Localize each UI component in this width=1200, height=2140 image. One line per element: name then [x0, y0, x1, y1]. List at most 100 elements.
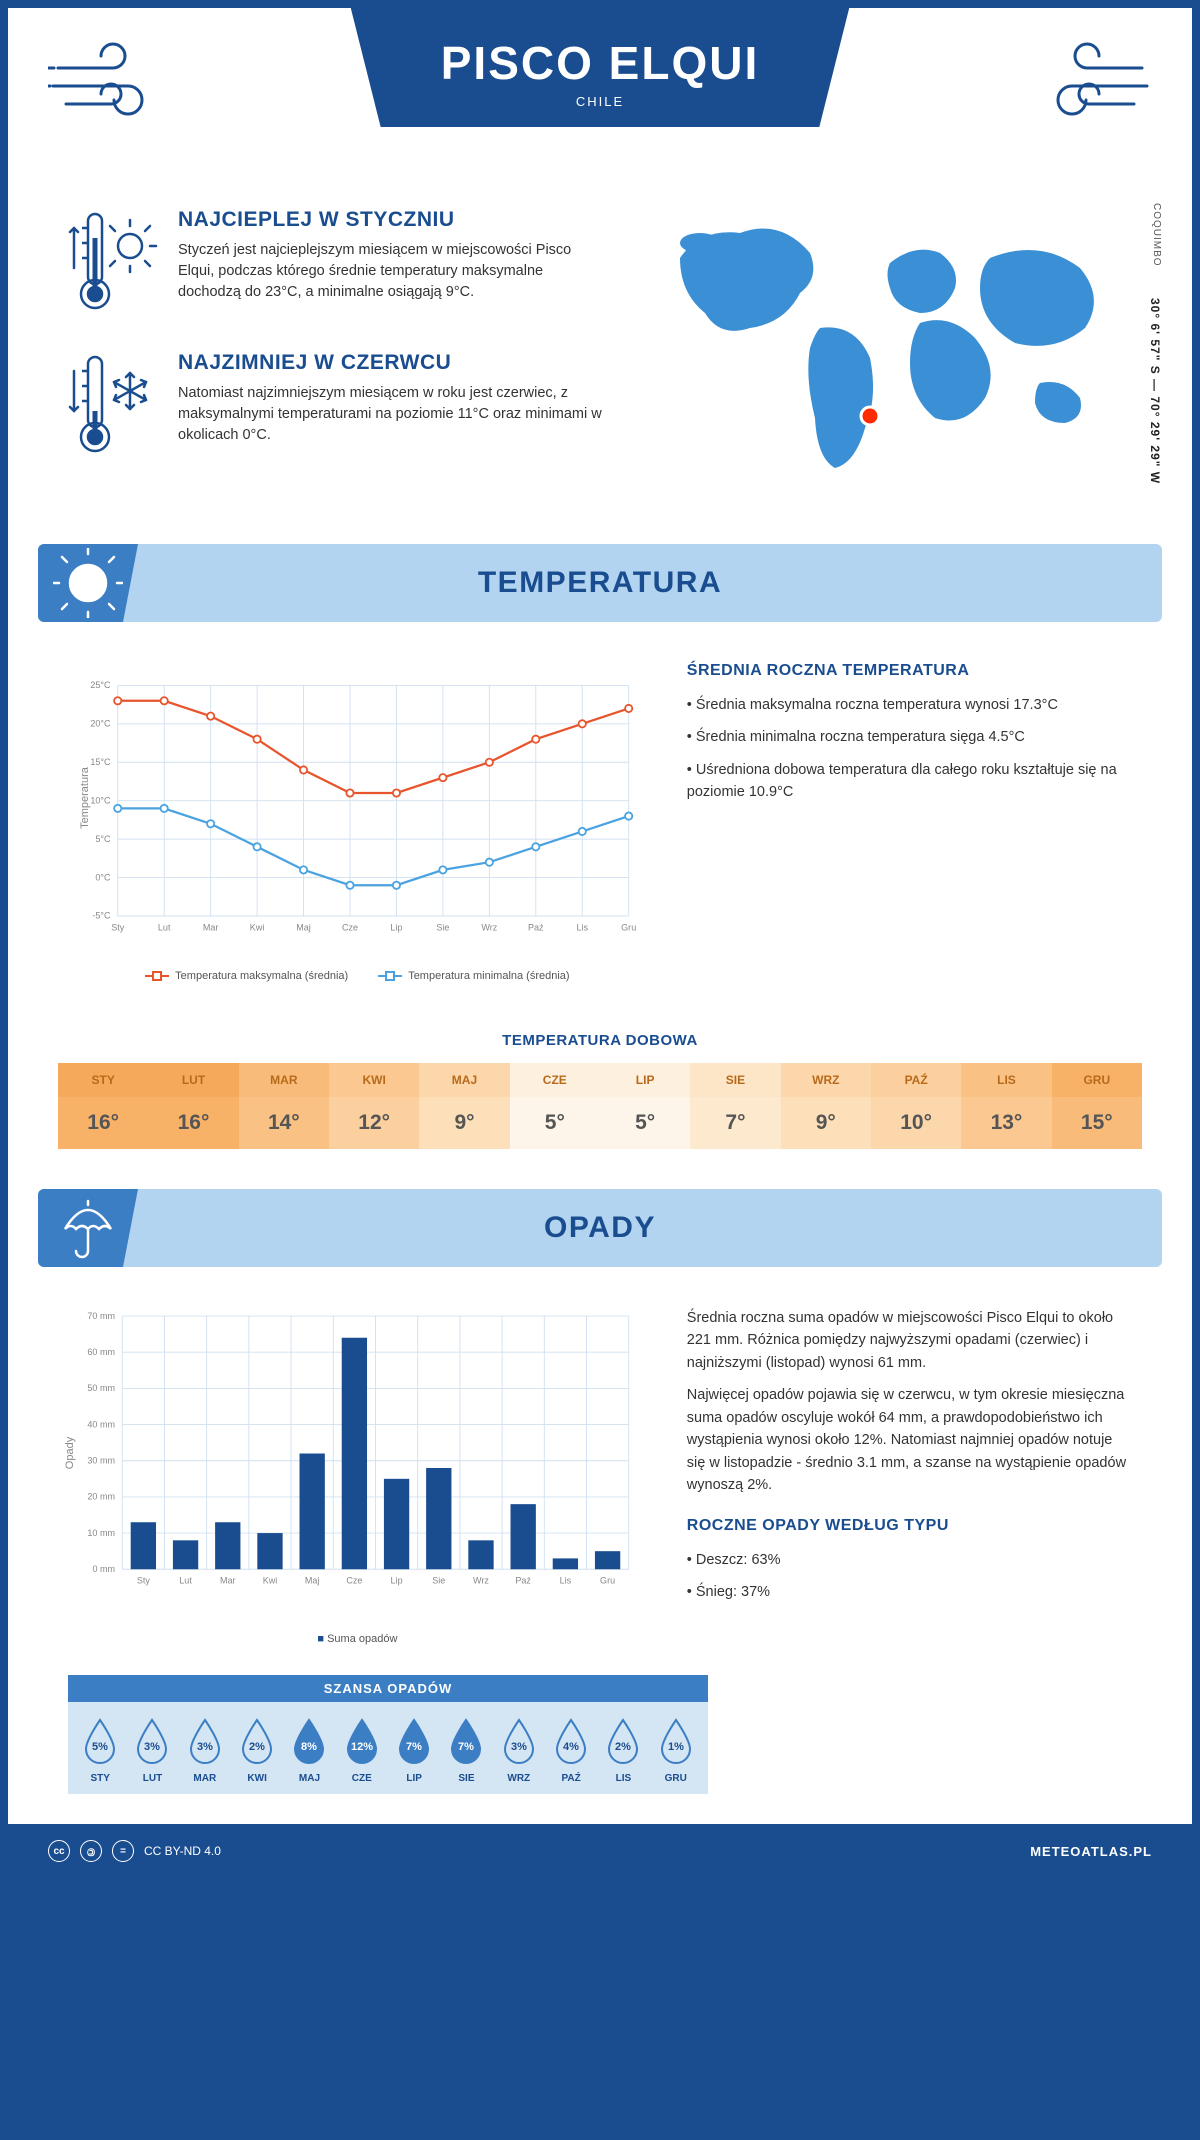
- license-text: CC BY-ND 4.0: [144, 1844, 221, 1858]
- raindrop-icon: 4%: [552, 1716, 590, 1764]
- raindrop-icon: 2%: [238, 1716, 276, 1764]
- chance-month: SIE: [440, 1773, 492, 1784]
- svg-text:40 mm: 40 mm: [87, 1419, 115, 1429]
- heat-value: 7°: [690, 1097, 780, 1149]
- temp-info-title: ŚREDNIA ROCZNA TEMPERATURA: [687, 662, 1132, 680]
- fact-warmest-title: NAJCIEPLEJ W STYCZNIU: [178, 208, 610, 232]
- daily-temp-heatmap: STY16°LUT16°MAR14°KWI12°MAJ9°CZE5°LIP5°S…: [58, 1063, 1142, 1149]
- coordinates: 30° 6' 57" S — 70° 29' 29" W: [1148, 298, 1162, 484]
- raindrop-icon: 12%: [343, 1716, 381, 1764]
- page-title: PISCO ELQUI: [441, 36, 759, 90]
- svg-text:Cze: Cze: [346, 1576, 362, 1586]
- heat-value: 16°: [58, 1097, 148, 1149]
- svg-text:Cze: Cze: [342, 922, 358, 932]
- svg-text:Sie: Sie: [436, 922, 449, 932]
- svg-text:8%: 8%: [302, 1741, 318, 1753]
- svg-text:3%: 3%: [145, 1741, 161, 1753]
- svg-text:Mar: Mar: [220, 1576, 236, 1586]
- legend-min-label: Temperatura minimalna (średnia): [408, 970, 569, 982]
- cc-icon: cc: [48, 1840, 70, 1862]
- svg-text:30 mm: 30 mm: [87, 1455, 115, 1465]
- svg-text:Sty: Sty: [137, 1576, 151, 1586]
- chance-cell: 4%PAŹ: [545, 1716, 597, 1784]
- page-subtitle: CHILE: [441, 94, 759, 109]
- fact-coldest-title: NAJZIMNIEJ W CZERWCU: [178, 351, 610, 375]
- svg-text:70 mm: 70 mm: [87, 1311, 115, 1321]
- thermometer-hot-icon: [68, 208, 158, 323]
- footer: cc 🄯 = CC BY-ND 4.0 METEOATLAS.PL: [8, 1824, 1192, 1878]
- svg-text:4%: 4%: [563, 1741, 579, 1753]
- heat-cell: CZE5°: [510, 1063, 600, 1149]
- svg-text:Kwi: Kwi: [263, 1576, 278, 1586]
- svg-text:3%: 3%: [511, 1741, 527, 1753]
- world-map: [640, 208, 1120, 478]
- chance-month: KWI: [231, 1773, 283, 1784]
- page-root: PISCO ELQUI CHILE NAJCIEPLEJ W STYCZNIU …: [0, 0, 1200, 1886]
- heat-month: STY: [58, 1063, 148, 1097]
- sun-icon: [38, 544, 138, 622]
- by-icon: 🄯: [80, 1840, 102, 1862]
- svg-text:50 mm: 50 mm: [87, 1383, 115, 1393]
- temp-ylabel: Temperatura: [79, 767, 91, 829]
- heat-month: PAŹ: [871, 1063, 961, 1097]
- svg-text:2%: 2%: [249, 1741, 265, 1753]
- precip-p2: Najwięcej opadów pojawia się w czerwcu, …: [687, 1384, 1132, 1496]
- heat-month: GRU: [1052, 1063, 1142, 1097]
- heat-value: 16°: [148, 1097, 238, 1149]
- svg-text:15°C: 15°C: [90, 757, 111, 767]
- svg-text:Maj: Maj: [305, 1576, 320, 1586]
- heat-month: SIE: [690, 1063, 780, 1097]
- precip-row: Opady 0 mm10 mm20 mm30 mm40 mm50 mm60 mm…: [8, 1287, 1192, 1655]
- temperature-banner: TEMPERATURA: [38, 544, 1162, 622]
- heat-value: 14°: [239, 1097, 329, 1149]
- title-banner: PISCO ELQUI CHILE: [351, 8, 849, 127]
- heat-month: LIS: [961, 1063, 1051, 1097]
- precip-type-item: Śnieg: 37%: [687, 1581, 1132, 1603]
- legend-max: Temperatura maksymalna (średnia): [145, 970, 348, 982]
- chance-cell: 2%LIS: [597, 1716, 649, 1784]
- precip-type-title: ROCZNE OPADY WEDŁUG TYPU: [687, 1517, 1132, 1535]
- svg-text:Maj: Maj: [296, 922, 311, 932]
- svg-text:Gru: Gru: [600, 1576, 615, 1586]
- temp-info-item: Średnia minimalna roczna temperatura się…: [687, 726, 1132, 748]
- daily-temp-title: TEMPERATURA DOBOWA: [8, 1032, 1192, 1049]
- svg-text:Lis: Lis: [560, 1576, 572, 1586]
- legend-min: Temperatura minimalna (średnia): [378, 970, 569, 982]
- heat-value: 5°: [600, 1097, 690, 1149]
- temp-info-list: Średnia maksymalna roczna temperatura wy…: [687, 694, 1132, 804]
- precip-heading: OPADY: [544, 1211, 656, 1245]
- svg-text:0 mm: 0 mm: [92, 1564, 115, 1574]
- svg-text:10°C: 10°C: [90, 795, 111, 805]
- heat-cell: PAŹ10°: [871, 1063, 961, 1149]
- chance-cell: 3%WRZ: [493, 1716, 545, 1784]
- svg-text:60 mm: 60 mm: [87, 1347, 115, 1357]
- fact-warmest-body: Styczeń jest najcieplejszym miesiącem w …: [178, 240, 610, 303]
- chance-title: SZANSA OPADÓW: [68, 1675, 708, 1702]
- precip-ylabel: Opady: [64, 1437, 76, 1469]
- thermometer-cold-icon: [68, 351, 158, 466]
- svg-text:Lut: Lut: [179, 1576, 192, 1586]
- precip-p1: Średnia roczna suma opadów w miejscowośc…: [687, 1307, 1132, 1374]
- heat-cell: LIS13°: [961, 1063, 1051, 1149]
- precip-type-item: Deszcz: 63%: [687, 1549, 1132, 1571]
- chance-month: LIP: [388, 1773, 440, 1784]
- temp-info-item: Średnia maksymalna roczna temperatura wy…: [687, 694, 1132, 716]
- svg-text:20 mm: 20 mm: [87, 1492, 115, 1502]
- chance-cell: 8% MAJ: [283, 1716, 335, 1784]
- heat-cell: WRZ9°: [781, 1063, 871, 1149]
- svg-text:Mar: Mar: [203, 922, 219, 932]
- footer-license: cc 🄯 = CC BY-ND 4.0: [48, 1840, 221, 1862]
- heat-month: LIP: [600, 1063, 690, 1097]
- heat-cell: KWI12°: [329, 1063, 419, 1149]
- heat-value: 9°: [419, 1097, 509, 1149]
- chance-cell: 12%CZE: [336, 1716, 388, 1784]
- svg-text:7%: 7%: [406, 1741, 422, 1753]
- svg-text:Lip: Lip: [390, 922, 402, 932]
- temperature-chart: Temperatura -5°C0°C5°C10°C15°C20°C25°CSt…: [68, 662, 647, 982]
- temperature-row: Temperatura -5°C0°C5°C10°C15°C20°C25°CSt…: [8, 642, 1192, 1002]
- svg-text:Wrz: Wrz: [473, 1576, 489, 1586]
- svg-text:-5°C: -5°C: [92, 911, 111, 921]
- chance-month: MAJ: [283, 1773, 335, 1784]
- chance-cell: 1%GRU: [650, 1716, 702, 1784]
- precip-info: Średnia roczna suma opadów w miejscowośc…: [687, 1307, 1132, 1614]
